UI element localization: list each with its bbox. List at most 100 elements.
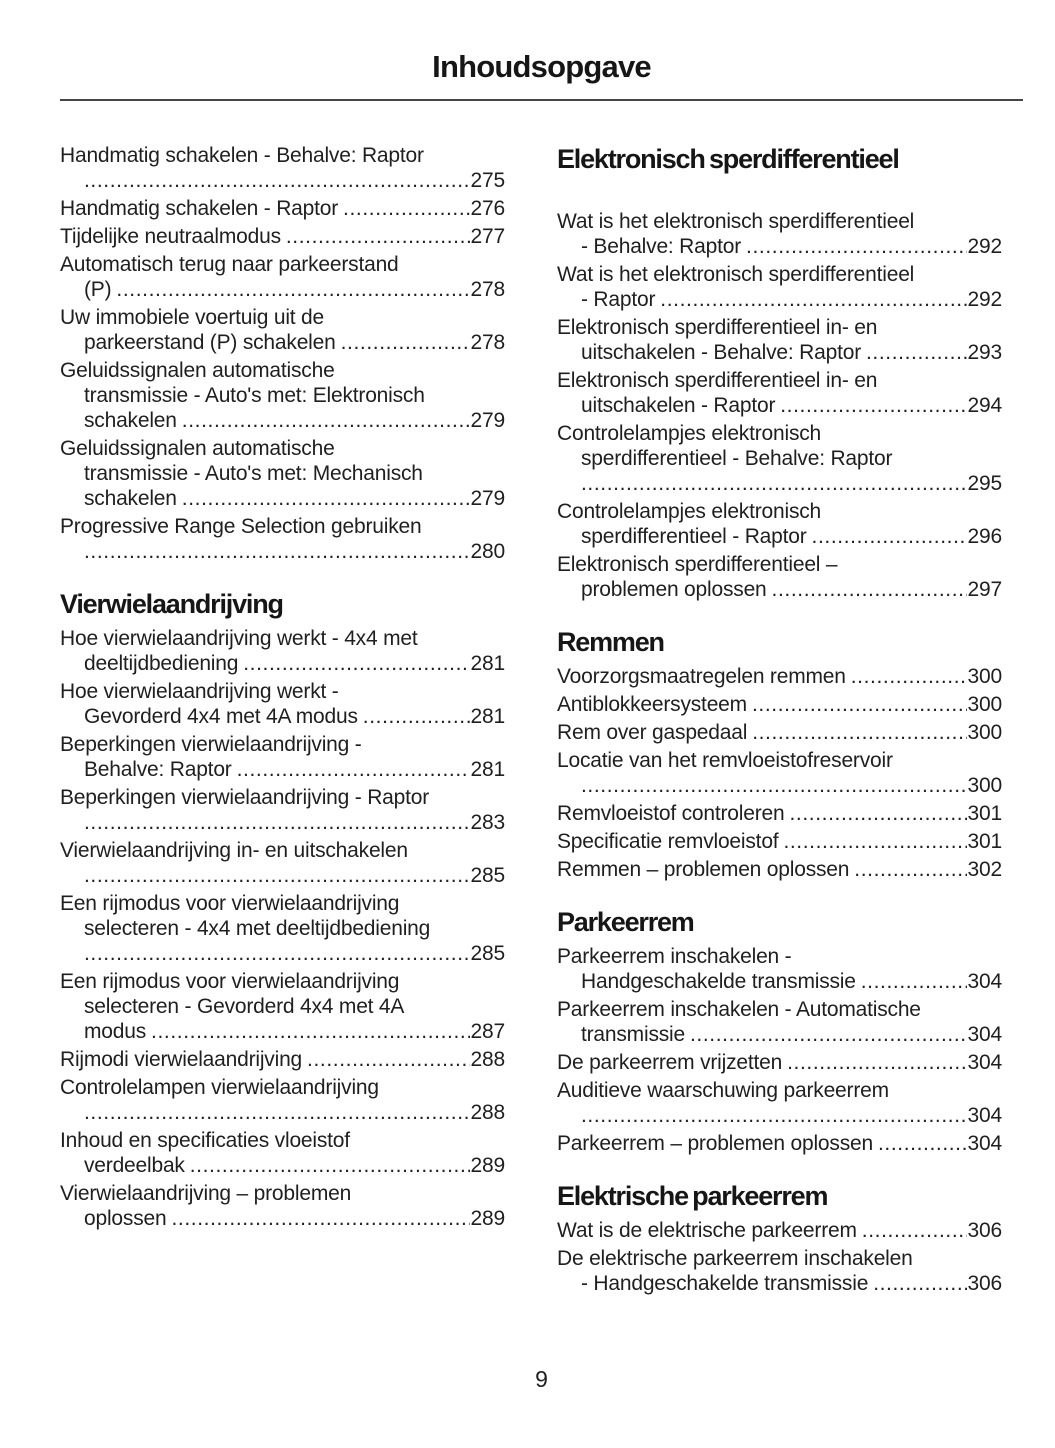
entry-text-line: Uw immobiele voertuig uit de xyxy=(60,306,325,329)
entry-text-line: Inhoud en specificaties vloeistof xyxy=(60,1129,350,1152)
entry-leader-line: uitschakelen - Behalve: Raptor 293 xyxy=(557,340,1002,365)
entry-page-number: 292 xyxy=(967,235,1003,258)
entry-page-number: 279 xyxy=(470,409,506,432)
dot-leader xyxy=(752,720,966,745)
entry-text: - Handgeschakelde transmissie xyxy=(581,1272,869,1295)
toc-entry: Een rijmodus voor vierwielaandrijving sel… xyxy=(60,891,505,966)
entry-page-number: 294 xyxy=(967,394,1003,417)
entry-text: deeltijdbediening xyxy=(84,652,239,675)
entry-page-number: 275 xyxy=(470,169,506,192)
entry-text: (P) xyxy=(84,278,112,301)
dot-leader xyxy=(789,801,966,826)
entry-text-line: Een rijmodus voor vierwielaandrijving xyxy=(60,892,400,915)
entry-text-line: selecteren - Gevorderd 4x4 met 4A xyxy=(84,995,405,1018)
entry-text: sperdifferentieel - Raptor xyxy=(581,525,807,548)
entry-text: modus xyxy=(84,1020,147,1043)
entry-leader-line: Handgeschakelde transmissie 304 xyxy=(557,969,1002,994)
entry-page-number: 301 xyxy=(967,802,1003,825)
entry-page-number: 281 xyxy=(470,705,506,728)
entry-leader-line: 285 xyxy=(60,941,506,966)
entry-leader-line: schakelen 279 xyxy=(60,408,505,433)
toc-entry: Parkeerrem – problemen oplossen 304 xyxy=(557,1131,1002,1156)
entry-text-line: Elektronisch sperdifferentieel – xyxy=(557,553,838,576)
entry-text: transmissie xyxy=(581,1023,685,1046)
entry-text-line: Controlelampen vierwielaandrijving xyxy=(60,1076,379,1099)
entry-text-line: Auditieve waarschuwing parkeerrem xyxy=(557,1079,889,1102)
entry-text: Rem over gaspedaal xyxy=(557,721,748,744)
entry-page-number: 304 xyxy=(967,970,1003,993)
dot-leader xyxy=(780,393,966,418)
entry-leader-line: - Handgeschakelde transmissie 306 xyxy=(557,1271,1002,1296)
entry-text-line: Hoe vierwielaandrijving werkt - xyxy=(60,680,339,703)
page-content: Inhoudsopgave Handmatig schakelen - Beha… xyxy=(60,0,1023,1299)
entry-text: problemen oplossen xyxy=(581,578,767,601)
dot-leader xyxy=(581,471,967,496)
toc-entry: Controlelampen vierwielaandrijving 288 xyxy=(60,1075,505,1125)
entry-leader-line: Remmen – problemen oplossen 302 xyxy=(557,857,1002,882)
entry-page-number: 306 xyxy=(967,1219,1003,1242)
entry-text-line: Beperkingen vierwielaandrijving - xyxy=(60,733,362,756)
entry-text-line: Controlelampjes elektronisch xyxy=(557,422,822,445)
entry-text: oplossen xyxy=(84,1207,167,1230)
section-header: Remmen xyxy=(557,627,665,657)
entry-leader-line: 304 xyxy=(557,1103,1003,1128)
dot-leader xyxy=(243,651,469,676)
entry-page-number: 287 xyxy=(470,1020,506,1043)
entry-page-number: 288 xyxy=(470,1048,506,1071)
entry-page-number: 289 xyxy=(470,1207,506,1230)
entry-page-number: 283 xyxy=(470,811,506,834)
toc-entry: Remmen – problemen oplossen 302 xyxy=(557,857,1002,882)
toc-entry: Rem over gaspedaal 300 xyxy=(557,720,1002,745)
entry-leader-line: Rem over gaspedaal 300 xyxy=(557,720,1002,745)
dot-leader xyxy=(812,524,967,549)
toc-entry: Hoe vierwielaandrijving werkt - 4x4 met d… xyxy=(60,626,505,676)
entry-page-number: 304 xyxy=(967,1104,1003,1127)
entry-page-number: 281 xyxy=(470,758,506,781)
entry-text-line: Parkeerrem inschakelen - xyxy=(557,945,792,968)
dot-leader xyxy=(237,757,470,782)
entry-text-line: De elektrische parkeerrem inschakelen xyxy=(557,1247,913,1270)
dot-leader xyxy=(581,773,967,798)
dot-leader xyxy=(878,1131,967,1156)
entry-leader-line: modus 287 xyxy=(60,1019,505,1044)
entry-text: Behalve: Raptor xyxy=(84,758,232,781)
entry-text: Tijdelijke neutraalmodus xyxy=(60,225,281,248)
dot-leader xyxy=(343,196,470,221)
toc-entry: Elektronisch sperdifferentieel in- en uit… xyxy=(557,315,1002,365)
entry-page-number: 295 xyxy=(967,472,1003,495)
entry-text: - Raptor xyxy=(581,288,656,311)
dot-leader xyxy=(182,408,470,433)
entry-text-line: Handmatig schakelen - Behalve: Raptor xyxy=(60,144,424,167)
entry-leader-line: parkeerstand (P) schakelen 278 xyxy=(60,330,505,355)
toc-entry: Controlelampjes elektronisch sperdifferen… xyxy=(557,499,1002,549)
entry-page-number: 300 xyxy=(967,693,1003,716)
toc-entry: Vierwielaandrijving in- en uitschakelen 2… xyxy=(60,838,505,888)
entry-text: schakelen xyxy=(84,409,177,432)
entry-text: verdeelbak xyxy=(84,1154,185,1177)
entry-page-number: 280 xyxy=(470,540,506,563)
toc-entry: Tijdelijke neutraalmodus 277 xyxy=(60,224,505,249)
toc-entry: Antiblokkeersysteem 300 xyxy=(557,692,1002,717)
dot-leader xyxy=(84,810,470,835)
entry-leader-line: Specificatie remvloeistof 301 xyxy=(557,829,1002,854)
dot-leader xyxy=(783,829,966,854)
toc-columns: Handmatig schakelen - Behalve: Raptor 275… xyxy=(60,143,1023,1299)
entry-text: Remvloeistof controleren xyxy=(557,802,785,825)
entry-leader-line: sperdifferentieel - Raptor 296 xyxy=(557,524,1002,549)
entry-leader-line: 288 xyxy=(60,1100,506,1125)
entry-page-number: 297 xyxy=(967,578,1003,601)
page-title: Inhoudsopgave xyxy=(432,49,651,84)
entry-leader-line: problemen oplossen 297 xyxy=(557,577,1002,602)
entry-text-line: Geluidssignalen automatische xyxy=(60,437,335,460)
entry-leader-line: Tijdelijke neutraalmodus 277 xyxy=(60,224,505,249)
entry-leader-line: Voorzorgsmaatregelen remmen 300 xyxy=(557,664,1002,689)
entry-leader-line: oplossen 289 xyxy=(60,1206,505,1231)
toc-entry: Wat is het elektronisch sperdifferentiee… xyxy=(557,262,1002,312)
toc-entry: Handmatig schakelen - Behalve: Raptor 275 xyxy=(60,143,505,193)
entry-text: Wat is de elektrische parkeerrem xyxy=(557,1219,857,1242)
dot-leader xyxy=(363,704,470,729)
entry-leader-line: uitschakelen - Raptor 294 xyxy=(557,393,1002,418)
entry-page-number: 300 xyxy=(967,774,1003,797)
entry-leader-line: - Raptor 292 xyxy=(557,287,1002,312)
dot-leader xyxy=(341,330,470,355)
